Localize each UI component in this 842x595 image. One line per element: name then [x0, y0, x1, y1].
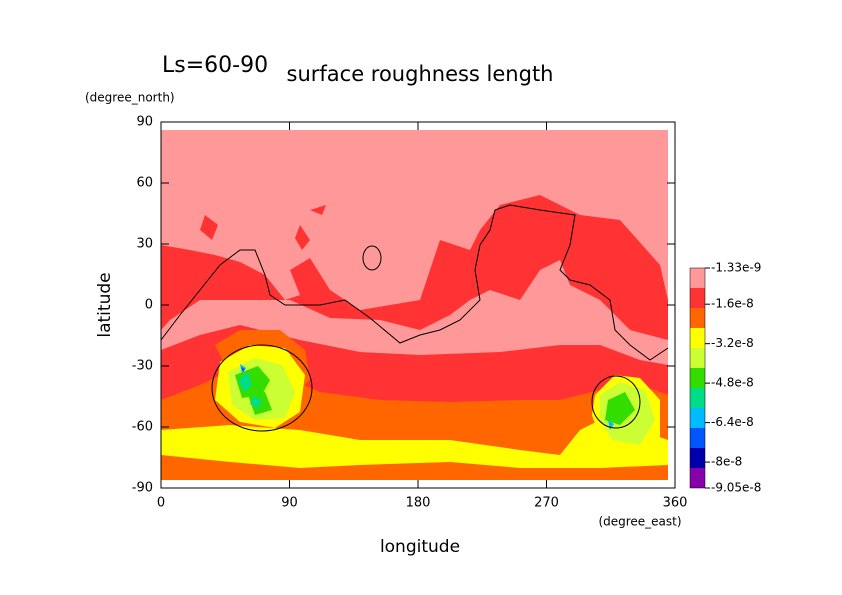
x-tick-label: 270: [534, 496, 559, 511]
colorbar-swatch: [690, 428, 705, 448]
colorbar-swatch: [690, 368, 705, 388]
x-axis-label: longitude: [380, 537, 460, 557]
colorbar-label: -3.2e-8: [711, 336, 754, 350]
x-unit: (degree_east): [598, 515, 681, 529]
colorbar-swatch: [690, 328, 705, 348]
colorbar-swatch: [690, 308, 705, 328]
colorbar-swatch: [690, 468, 705, 488]
y-unit: (degree_north): [85, 91, 175, 105]
colorbar-label: -9.05e-8: [711, 481, 761, 495]
colorbar-label: -6.4e-8: [711, 415, 754, 429]
colorbar-swatch: [690, 448, 705, 468]
chart-subtitle: Ls=60-90: [162, 53, 268, 78]
chart-title: surface roughness length: [287, 62, 554, 86]
colorbar-label: -4.8e-8: [711, 376, 754, 390]
colorbar-label: -1.33e-9: [711, 261, 761, 275]
colorbar-label: -8e-8: [711, 455, 742, 469]
colorbar-swatch: [690, 408, 705, 428]
contour-fill: [160, 130, 669, 480]
colorbar-swatch: [690, 288, 705, 308]
y-tick-label: -30: [132, 359, 153, 374]
y-tick-label: 60: [136, 176, 153, 191]
colorbar-swatch: [690, 268, 705, 288]
y-tick-label: 90: [136, 115, 153, 130]
y-axis-label: latitude: [95, 272, 115, 337]
y-tick-label: 30: [136, 237, 153, 252]
colorbar-frame: [689, 267, 706, 489]
x-tick-label: 0: [157, 496, 165, 511]
colorbar-swatch: [690, 348, 705, 368]
x-tick-label: 360: [663, 496, 688, 511]
y-tick-label: -90: [132, 481, 153, 496]
x-tick-label: 180: [406, 496, 431, 511]
colorbar-swatch: [690, 388, 705, 408]
y-tick-label: -60: [132, 420, 153, 435]
colorbar-label: -1.6e-8: [711, 297, 754, 311]
y-tick-label: 0: [145, 298, 153, 313]
x-tick-label: 90: [281, 496, 298, 511]
